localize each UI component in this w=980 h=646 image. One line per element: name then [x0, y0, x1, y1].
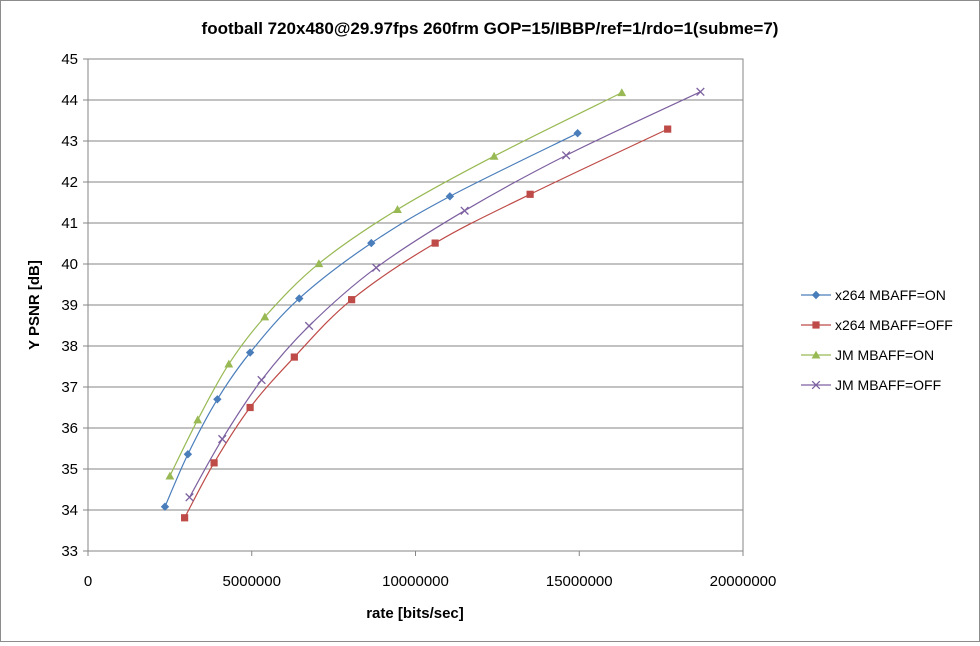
data-point [245, 348, 255, 357]
legend-item: x264 MBAFF=ON [801, 287, 946, 303]
x-axis-ticks: 0 5000000 10000000 15000000 20000000 [84, 551, 777, 590]
data-point [160, 502, 170, 511]
legend-marker [811, 290, 821, 300]
x-tick-label: 0 [84, 573, 92, 590]
y-tick-label: 37 [61, 379, 78, 396]
data-point [246, 403, 254, 412]
data-point [367, 238, 376, 248]
series-x264-mbaff-off [181, 125, 672, 522]
legend-marker [812, 321, 820, 329]
data-point [617, 88, 627, 97]
y-axis-ticks: 33 34 35 36 37 38 39 40 41 42 43 44 45 [61, 51, 88, 560]
data-point [489, 151, 499, 160]
y-tick-label: 45 [61, 51, 78, 68]
data-point [561, 151, 571, 160]
data-point [526, 190, 534, 198]
data-point [185, 493, 194, 502]
data-point [460, 206, 469, 215]
data-point [257, 375, 266, 385]
series-line [164, 132, 578, 507]
data-point [348, 296, 356, 304]
series-x264-mbaff-on [160, 129, 582, 511]
series-line [169, 92, 623, 477]
data-point [664, 125, 672, 133]
data-point [290, 353, 298, 361]
y-tick-label: 39 [61, 297, 78, 314]
legend: x264 MBAFF=ON x264 MBAFF=OFF JM MBAFF=ON JM… [801, 287, 953, 393]
data-point [393, 205, 402, 213]
x-tick-label: 15000000 [546, 573, 613, 590]
legend-marker [811, 380, 821, 390]
series-line [189, 91, 701, 498]
x-tick-label: 5000000 [223, 573, 281, 590]
legend-marker [811, 350, 821, 359]
legend-item: JM MBAFF=ON [801, 347, 934, 363]
series-jm-mbaff-off [185, 87, 705, 502]
series-jm-mbaff-on [165, 88, 627, 480]
data-point [573, 129, 582, 138]
data-point [314, 259, 324, 268]
data-point [183, 450, 193, 459]
data-point [224, 359, 234, 368]
legend-item: x264 MBAFF=OFF [801, 317, 953, 333]
data-point [213, 395, 222, 404]
y-tick-label: 34 [61, 502, 78, 519]
data-point [210, 459, 218, 467]
gridlines [88, 58, 743, 552]
data-point [445, 192, 455, 201]
y-tick-label: 36 [61, 420, 78, 437]
y-tick-label: 43 [61, 133, 78, 150]
data-point [295, 294, 304, 303]
y-tick-label: 42 [61, 174, 78, 191]
legend-label: x264 MBAFF=ON [835, 287, 946, 303]
data-point [260, 312, 270, 321]
x-axis-title: rate [bits/sec] [366, 605, 464, 622]
y-tick-label: 41 [61, 215, 78, 232]
legend-label: JM MBAFF=ON [835, 347, 934, 363]
data-point [193, 415, 203, 424]
legend-label: JM MBAFF=OFF [835, 377, 941, 393]
x-tick-label: 20000000 [710, 573, 777, 590]
data-point [431, 239, 439, 247]
y-axis-title: Y PSNR [dB] [26, 260, 43, 350]
y-tick-label: 44 [61, 92, 78, 109]
y-tick-label: 40 [61, 256, 78, 273]
series-group [160, 87, 705, 522]
data-point [371, 263, 381, 272]
y-tick-label: 35 [61, 461, 78, 478]
y-tick-label: 33 [61, 543, 78, 560]
legend-item: JM MBAFF=OFF [801, 377, 941, 393]
chart-title: football 720x480@29.97fps 260frm GOP=15/… [202, 19, 779, 38]
series-line [184, 128, 668, 519]
data-point [304, 321, 314, 331]
data-point [165, 471, 175, 480]
legend-label: x264 MBAFF=OFF [835, 317, 953, 333]
x-tick-label: 10000000 [382, 573, 449, 590]
data-point [181, 514, 189, 522]
data-point [218, 434, 227, 444]
y-tick-label: 38 [61, 338, 78, 355]
data-point [696, 87, 705, 97]
